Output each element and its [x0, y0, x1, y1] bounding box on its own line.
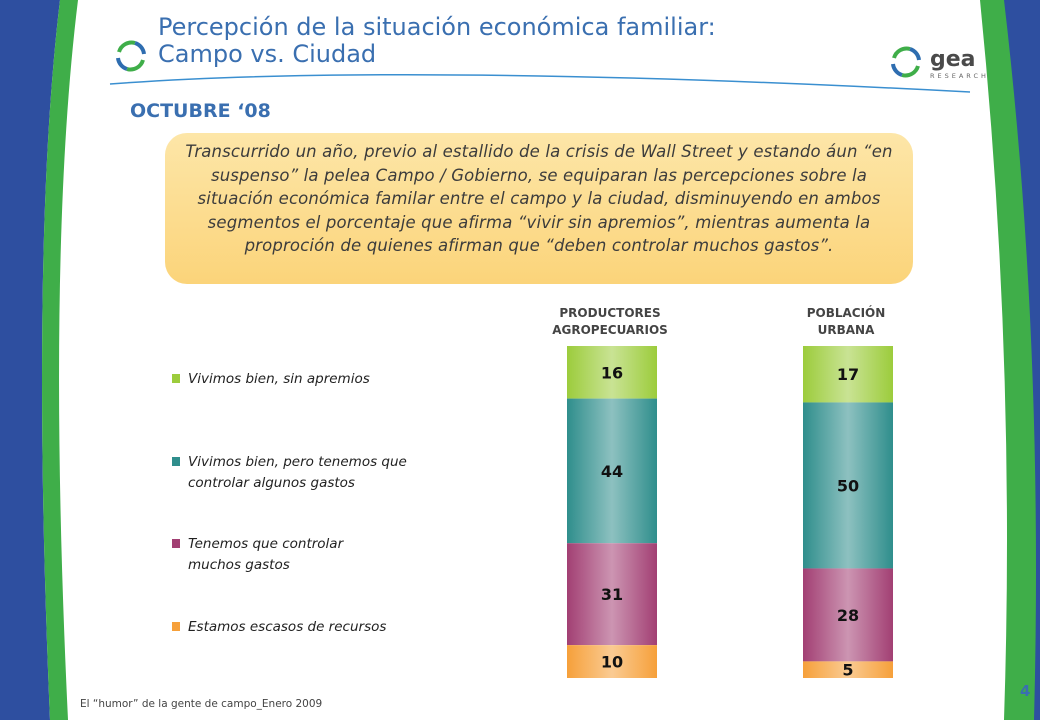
- legend-swatch: [172, 539, 180, 548]
- gea-logo-emblem-icon: [891, 46, 921, 78]
- left-blue-band: [0, 0, 60, 720]
- legend-item-sin-apremios: Vivimos bien, sin apremios: [172, 369, 418, 390]
- legend-label: Tenemos que controlar muchos gastos: [188, 536, 344, 573]
- logo-emblem-icon: [116, 40, 146, 72]
- gea-logo-sub: RESEARCH: [930, 72, 989, 80]
- footer-text: El “humor” de la gente de campo_Enero 20…: [80, 698, 323, 710]
- column-header-urbana: POBLACIÓN URBANA: [806, 306, 886, 337]
- summary-callout-text: Transcurrido un año, previo al estallido…: [185, 142, 893, 255]
- legend-item-escasos: Estamos escasos de recursos: [172, 617, 448, 638]
- slide-title-line1: Percepción de la situación económica fam…: [158, 13, 716, 41]
- slide-title-line2: Campo vs. Ciudad: [158, 40, 377, 68]
- title-swoosh: [109, 73, 971, 93]
- slide-title: Percepción de la situación económica fam…: [158, 14, 798, 68]
- legend-swatch: [172, 622, 180, 631]
- legend-label: Vivimos bien, pero tenemos que controlar…: [188, 454, 407, 491]
- page-number: 4: [1020, 682, 1031, 700]
- legend-item-algunos-gastos: Vivimos bien, pero tenemos que controlar…: [172, 452, 408, 494]
- left-green-band: [42, 0, 78, 720]
- summary-callout: Transcurrido un año, previo al estallido…: [165, 133, 913, 284]
- slide-subtitle: OCTUBRE ‘08: [130, 100, 271, 122]
- legend-item-muchos-gastos: Tenemos que controlar muchos gastos: [172, 534, 368, 576]
- legend-swatch: [172, 457, 180, 466]
- gea-logo-word: gea: [930, 47, 976, 72]
- legend-label: Vivimos bien, sin apremios: [188, 371, 370, 387]
- legend-label: Estamos escasos de recursos: [188, 619, 387, 635]
- column-header-productores: PRODUCTORES AGROPECUARIOS: [552, 306, 668, 337]
- legend-swatch: [172, 374, 180, 383]
- right-blue-band: [1004, 0, 1040, 720]
